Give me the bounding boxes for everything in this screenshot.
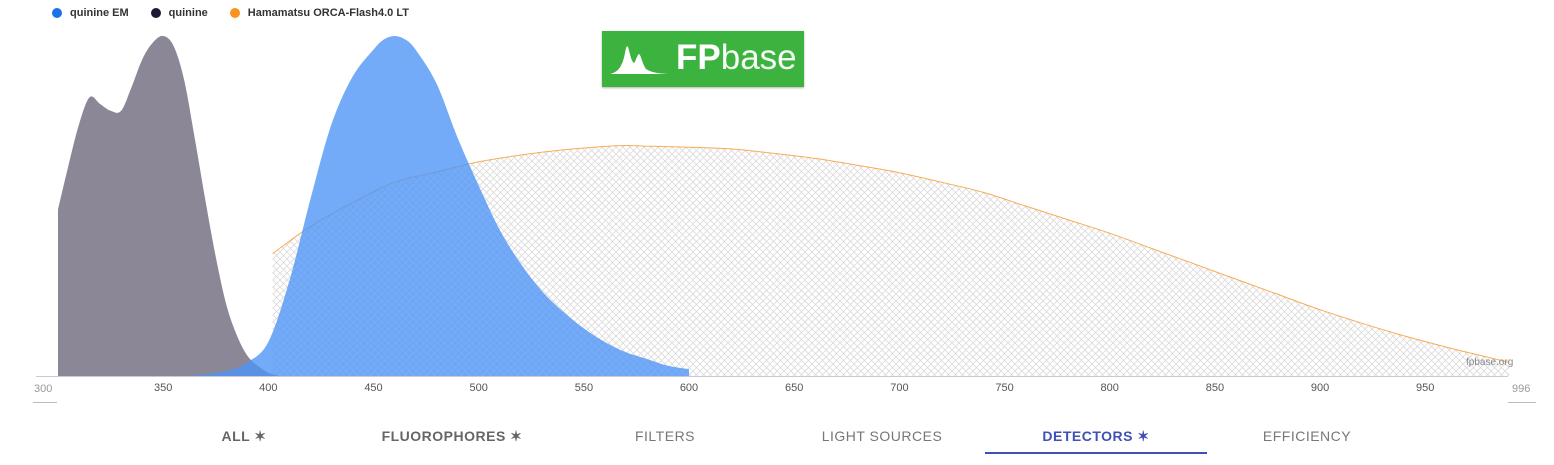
series-area-quinine-em	[192, 36, 689, 376]
tab-all[interactable]: ALL ✶	[221, 427, 267, 444]
legend-label-detector: Hamamatsu ORCA-Flash4.0 LT	[247, 7, 409, 19]
x-max-underline	[1508, 402, 1536, 403]
x-tick-label-900: 900	[1311, 382, 1329, 394]
fpbase-logo-icon	[610, 46, 672, 74]
legend-dot-quinine	[150, 8, 161, 18]
x-tick-label-950: 950	[1416, 382, 1434, 394]
x-tick-label-500: 500	[470, 382, 488, 394]
x-tick-label-650: 650	[785, 382, 803, 394]
x-min-label: 300	[34, 383, 53, 395]
x-tick-label-450: 450	[364, 382, 382, 394]
spectra-chart: 350 400 450 500 550 600 650 700 750 800 850 900 950	[36, 35, 1510, 394]
x-tick-label-800: 800	[1101, 382, 1119, 394]
x-max-label: 996	[1512, 383, 1531, 395]
x-tick-label-850: 850	[1206, 382, 1224, 394]
x-tick-label-700: 700	[890, 382, 908, 394]
fpbase-logo-text: FPbase	[676, 38, 797, 78]
x-tick-label-600: 600	[680, 382, 698, 394]
chart-legend: quinine EM quinine Hamamatsu ORCA-Flash4…	[52, 5, 431, 21]
tab-efficiency[interactable]: EFFICIENCY	[1262, 428, 1352, 444]
tab-filters[interactable]: FILTERS	[634, 428, 696, 444]
x-tick-label-550: 550	[575, 382, 593, 394]
legend-item-detector[interactable]: Hamamatsu ORCA-Flash4.0 LT	[229, 7, 409, 19]
legend-dot-quinine-em	[52, 8, 62, 18]
legend-item-quinine[interactable]: quinine	[150, 7, 208, 19]
logo-text-bold: FP	[676, 38, 721, 77]
series-area-hamamatsu-orca-flash4-0-lt	[272, 145, 1510, 376]
series-area-quinine	[58, 35, 279, 376]
tab-fluorophores[interactable]: FLUOROPHORES ✶	[381, 427, 523, 444]
legend-label-quinine: quinine	[168, 7, 208, 19]
tab-light-sources[interactable]: LIGHT SOURCES	[821, 428, 943, 444]
legend-dot-detector	[229, 8, 240, 18]
spectra-tabs: ALL ✶ FLUOROPHORES ✶ FILTERS LIGHT SOURC…	[150, 418, 1420, 454]
legend-item-quinine-em[interactable]: quinine EM	[52, 7, 129, 19]
tab-detectors[interactable]: DETECTORS ✶	[985, 418, 1207, 454]
x-tick-label-350: 350	[154, 382, 172, 394]
x-min-underline	[33, 402, 57, 403]
legend-label-quinine-em: quinine EM	[70, 7, 129, 19]
logo-text-light: base	[720, 38, 797, 77]
watermark: fpbase.org	[1466, 357, 1514, 368]
fpbase-logo[interactable]: FPbase	[602, 31, 804, 87]
x-tick-label-400: 400	[259, 382, 277, 394]
series-line-hamamatsu-orca-flash4-0-lt	[272, 144, 1510, 363]
x-tick-label-750: 750	[995, 382, 1013, 394]
